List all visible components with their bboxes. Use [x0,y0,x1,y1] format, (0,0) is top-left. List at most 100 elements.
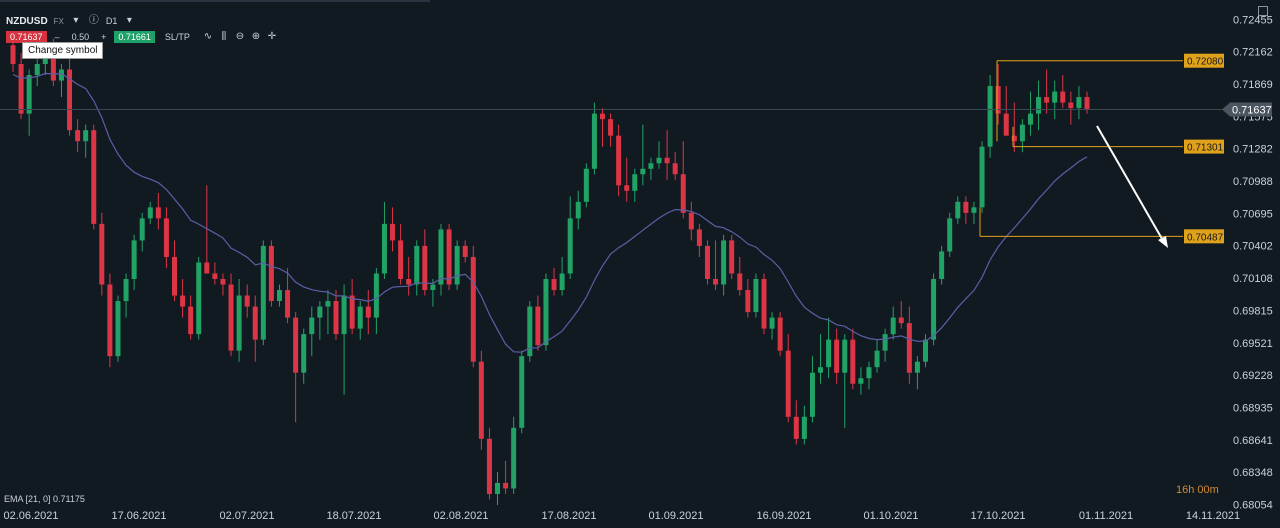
zoom-in-icon[interactable]: ⊕ [251,31,261,42]
candle-timer: 16h 00m [1176,484,1219,496]
candle-body [858,378,864,384]
candle-body [664,157,670,164]
x-tick-label: 02.07.2021 [219,510,274,522]
candle-body [503,482,509,489]
candle-body [301,334,307,373]
candle-body [987,86,993,147]
x-tick-label: 17.10.2021 [970,510,1025,522]
x-tick-label: 02.06.2021 [3,510,58,522]
y-tick-label: 0.71869 [1233,79,1273,91]
symbol-label[interactable]: NZDUSD [6,15,48,27]
candle-body [890,317,896,335]
candle-body [236,295,242,351]
candle-body [365,306,371,318]
x-tick-label: 14.11.2021 [1186,510,1240,522]
timeframe-chevron-icon[interactable]: ▾ [126,15,132,26]
level-tag [1184,139,1224,154]
candle-body [1068,102,1074,109]
candle-body [91,130,97,224]
candle-body [608,119,614,136]
candle-body [963,201,969,213]
candle-body [454,245,460,285]
candle-body [939,251,945,279]
info-icon[interactable]: ⓘ [88,15,99,26]
maximize-icon[interactable] [1258,6,1268,16]
candle-body [18,64,24,114]
candle-body [1019,124,1025,142]
candle-body [212,273,218,279]
candle-body [115,301,121,357]
candle-body [801,416,807,439]
candle-body [761,278,767,329]
x-tick-label: 17.06.2021 [111,510,166,522]
candle-body [147,207,153,219]
candle-body [204,262,210,274]
candle-body [10,45,16,65]
level-label: 0.71301 [1187,143,1224,154]
candle-body [713,278,719,285]
y-tick-label: 0.70108 [1233,273,1273,285]
sell-price-button[interactable]: 0.71637 [6,31,47,43]
ema-indicator-label[interactable]: EMA [21, 0] 0.71175 [4,494,85,504]
candle-body [519,356,525,428]
spread-plus[interactable]: + [101,32,107,42]
candle-body [882,334,888,351]
candle-body [906,323,912,373]
spread-minus[interactable]: – [54,32,60,42]
chevron-down-icon[interactable]: ▾ [73,15,79,26]
candle-body [575,201,581,219]
candle-body [486,438,492,494]
x-tick-label: 01.09.2021 [648,510,703,522]
candle-body [75,130,81,142]
trade-bar: 0.71637 – 0.50 + 0.71661 SL/TP ∿ ⫼ ⊖ ⊕ ✛ [6,30,278,44]
chart-toolbar: NZDUSD FX ▾ ⓘ D1 ▾ [6,12,135,30]
arrow-head [1158,236,1168,248]
candle-body [696,229,702,246]
candle-body [922,339,928,362]
y-tick-label: 0.68054 [1233,500,1273,512]
line-chart-icon[interactable]: ∿ [203,31,213,42]
candle-body [414,245,420,285]
crosshair-icon[interactable]: ✛ [267,31,277,42]
candle-body [1003,113,1009,136]
candle-body [26,75,32,114]
y-tick-label: 0.70988 [1233,176,1273,188]
candle-body [268,245,274,302]
candles-icon[interactable]: ⫼ [221,31,227,42]
x-tick-label: 01.10.2021 [863,510,918,522]
candle-body [680,174,686,213]
candle-body [172,256,178,296]
candle-body [139,218,145,241]
sltp-button[interactable]: SL/TP [164,32,190,42]
candle-body [123,278,129,302]
candle-body [357,306,363,329]
candle-body [624,185,630,191]
y-tick-label: 0.71282 [1233,144,1273,156]
candle-body [381,223,387,274]
candle-body [1084,97,1090,110]
candle-body [850,339,856,384]
candle-body [495,482,501,494]
y-tick-label: 0.69521 [1233,338,1273,350]
top-divider [0,0,430,2]
candle-body [583,168,589,202]
candle-body [462,245,468,257]
candle-body [745,290,751,313]
candle-body [777,317,783,351]
candle-body [1036,97,1042,114]
candle-body [260,245,266,340]
tooltip: Change symbol [22,42,104,59]
buy-price-button[interactable]: 0.71661 [114,31,155,43]
candle-body [971,207,977,213]
candle-body [438,229,444,285]
candle-body [373,273,379,318]
candle-body [721,240,727,285]
timeframe-selector[interactable]: D1 [105,16,118,26]
zoom-out-icon[interactable]: ⊖ [235,31,245,42]
x-tick-label: 18.07.2021 [326,510,381,522]
candle-body [180,295,186,307]
candle-body [511,427,517,489]
candle-body [317,306,323,318]
candle-body [729,240,735,274]
